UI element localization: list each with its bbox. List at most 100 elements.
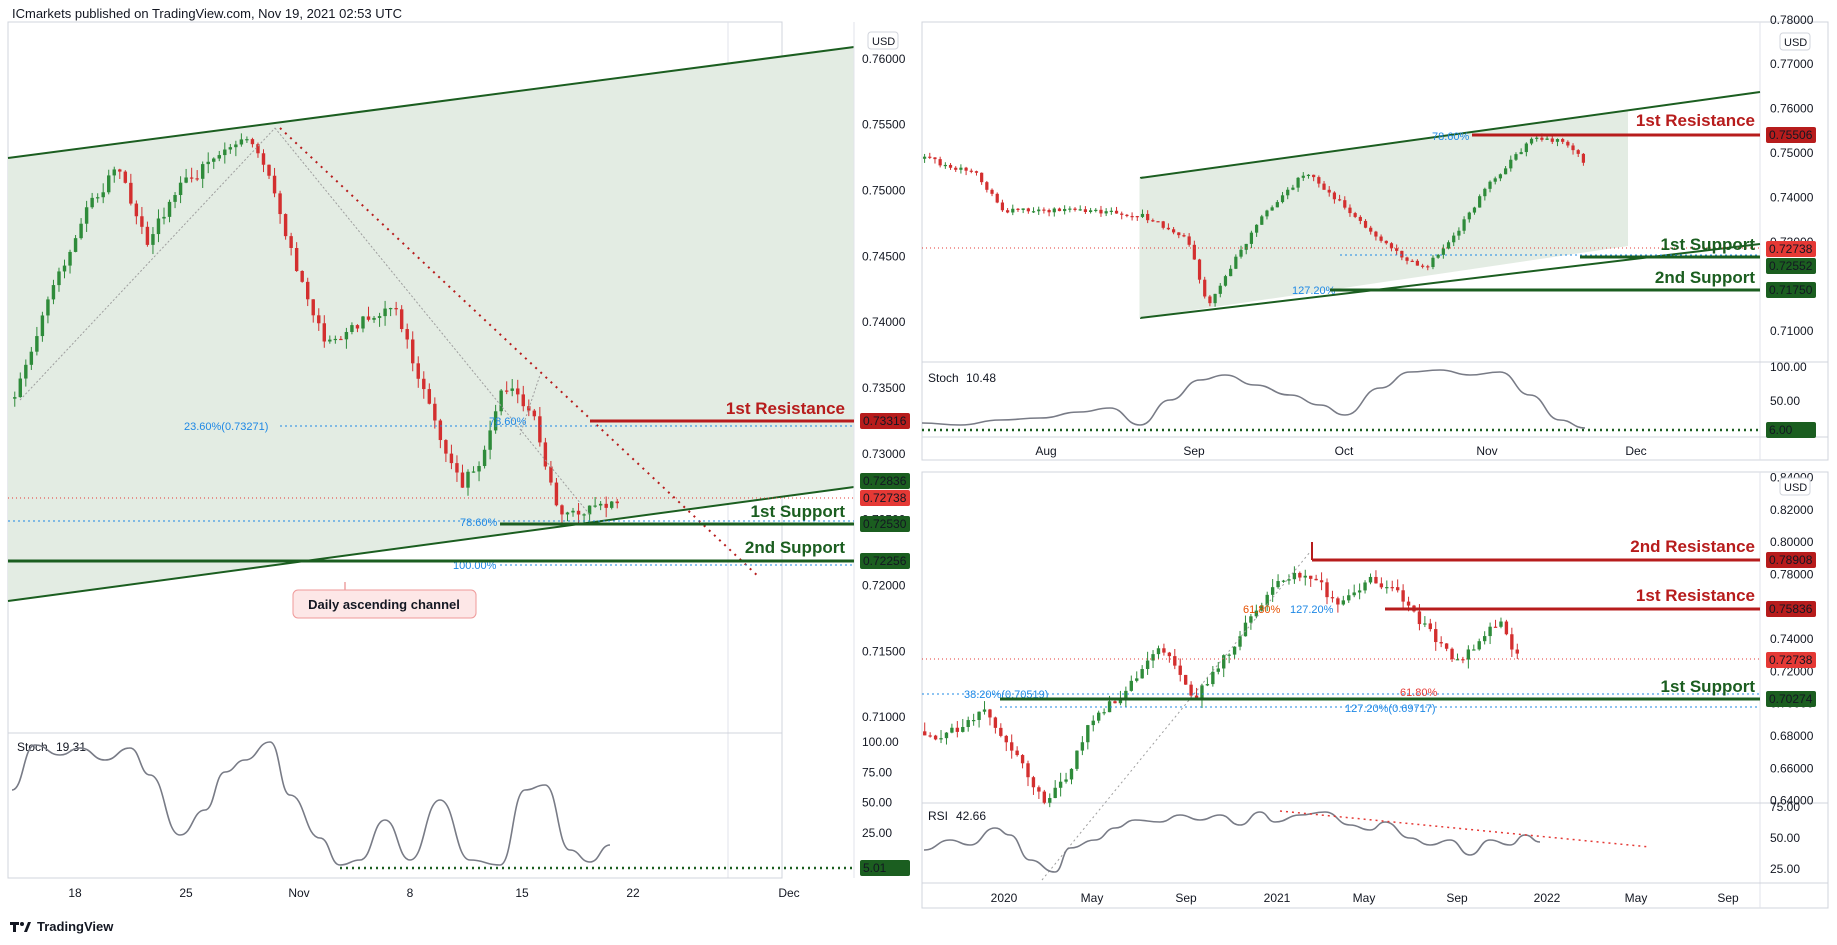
tr-candle	[1047, 210, 1051, 213]
br-candle	[1455, 659, 1460, 661]
br-tag-2nd-resistance-bg	[1766, 552, 1816, 568]
tr-candle	[1249, 232, 1254, 244]
br-candle	[1232, 646, 1237, 655]
br-xtick: May	[1353, 891, 1376, 905]
left-annotation-text: Daily ascending channel	[308, 597, 460, 612]
left-tag-1st-support: 0.72530	[860, 516, 910, 532]
br-candle	[1444, 643, 1449, 649]
br-candle	[1330, 597, 1335, 599]
br-tick: 0.66000	[1770, 761, 1814, 775]
tr-candle	[1384, 240, 1388, 244]
tr-candle	[1410, 260, 1414, 263]
tr-candle	[1151, 220, 1155, 222]
tr-candle	[1182, 235, 1186, 237]
tr-candle	[1317, 177, 1321, 184]
left-annotation-box	[292, 589, 477, 619]
footer-brand: TradingView	[37, 919, 114, 934]
left-candle	[206, 161, 210, 165]
tr-candle	[1426, 266, 1430, 268]
chart-left-daily: 0.76000 0.75500 0.75000 0.74500 0.74000 0.735…	[7, 21, 918, 900]
br-candle	[1260, 605, 1264, 611]
left-candle	[466, 471, 470, 488]
br-tag-1st-resistance: 0.75836	[1766, 601, 1816, 617]
tr-candle	[1146, 213, 1150, 221]
br-tick: 0.82000	[1770, 503, 1814, 517]
tr-candle	[964, 167, 968, 171]
left-candle	[35, 336, 39, 352]
tr-candle	[1031, 211, 1036, 213]
tr-candle	[1452, 235, 1456, 243]
left-tag-2nd-support-bg	[860, 553, 910, 569]
left-candle	[471, 471, 476, 473]
br-candle	[1401, 590, 1405, 602]
tr-usd-badge-box	[1779, 32, 1811, 51]
tr-tick: 0.76000	[1770, 102, 1814, 116]
tr-stoch-tag: 6.00	[1766, 422, 1816, 438]
left-candle	[411, 339, 415, 364]
br-candle	[923, 731, 927, 736]
left-candle	[228, 147, 233, 150]
br-candle	[1167, 652, 1172, 657]
chart-top-right-h4: 0.780000.770000.760000.750000.740000.730…	[921, 13, 1829, 461]
left-candle	[267, 164, 271, 176]
left-candle	[200, 164, 205, 179]
br-candle	[1058, 781, 1063, 788]
left-candle	[328, 339, 332, 342]
br-candle	[1385, 587, 1389, 589]
br-candle	[1504, 621, 1509, 635]
tr-candle	[1358, 216, 1362, 221]
tr-candle	[1083, 209, 1088, 212]
tr-stoch-name: Stoch	[928, 371, 959, 385]
br-xtick: Sep	[1175, 891, 1197, 905]
left-candle	[73, 238, 78, 252]
tr-candle	[1171, 229, 1176, 233]
left-xtick: Nov	[288, 886, 309, 900]
left-candle	[433, 403, 437, 421]
tr-candle	[928, 156, 932, 158]
tr-candle	[1011, 208, 1015, 213]
left-candle	[554, 482, 559, 506]
left-usd-badge-text: USD	[872, 36, 895, 48]
tr-candle	[1415, 260, 1420, 266]
br-candle	[1439, 642, 1443, 644]
tr-tick: 0.75000	[1770, 146, 1814, 160]
br-tick: 0.68000	[1770, 729, 1814, 743]
left-candle	[339, 338, 343, 341]
left-candle	[615, 501, 619, 504]
br-candle	[1515, 649, 1519, 654]
br-fib-trend	[1041, 551, 1311, 881]
left-candle	[372, 317, 376, 320]
tr-candle	[1130, 216, 1134, 218]
tr-stoch-line	[921, 369, 1586, 429]
br-candle	[1091, 720, 1095, 726]
br-candle	[1450, 648, 1454, 660]
br-candle	[1510, 634, 1514, 650]
br-tick: 0.64000	[1770, 794, 1814, 808]
br-tick: 0.74000	[1770, 632, 1814, 646]
tr-candle	[1208, 296, 1212, 304]
br-candle	[1281, 580, 1286, 582]
left-candle	[29, 351, 34, 365]
br-usd-badge-text: USD	[1784, 482, 1807, 494]
tr-candle	[980, 172, 984, 183]
left-tick: 0.73500	[862, 381, 906, 395]
br-candle	[1395, 587, 1400, 591]
left-xtick: Dec	[778, 886, 799, 900]
tr-candle	[1472, 207, 1477, 213]
br-candle	[1428, 623, 1432, 630]
left-candle	[488, 430, 492, 450]
br-candle	[1107, 701, 1112, 713]
tr-tag-1st-resistance-text: 0.75506	[1769, 128, 1813, 142]
left-candle	[388, 308, 393, 310]
left-candle	[576, 510, 581, 515]
br-candle	[1461, 659, 1465, 661]
tr-candle	[1286, 189, 1290, 196]
tr-candle	[1109, 210, 1113, 212]
left-candle	[604, 503, 608, 508]
tradingview-footer[interactable]: TradingView	[10, 919, 113, 934]
left-tag-1st-resistance-text: 0.73316	[863, 414, 907, 428]
left-candle	[223, 149, 227, 156]
tr-candle	[1021, 208, 1025, 210]
left-stoch-tick: 100.00	[862, 735, 899, 749]
